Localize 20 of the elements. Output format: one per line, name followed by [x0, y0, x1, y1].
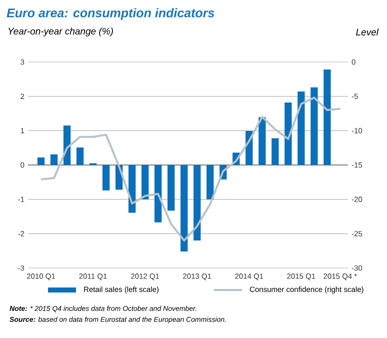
bar	[102, 165, 110, 190]
bar	[168, 165, 175, 211]
bar	[324, 70, 331, 165]
bar	[206, 165, 214, 200]
y-axis-title: Year-on-year change (%)	[8, 28, 113, 36]
bar	[154, 165, 162, 222]
line-series	[40, 96, 342, 242]
bar	[258, 117, 266, 165]
bar	[284, 102, 292, 165]
bar	[37, 157, 45, 165]
chart-title: Euro area: consumption indicators	[6, 8, 214, 20]
bar	[180, 165, 188, 252]
bar	[272, 138, 279, 165]
bar	[50, 154, 58, 165]
bar	[298, 92, 305, 165]
bar	[310, 87, 318, 165]
bar	[76, 147, 84, 165]
bar	[142, 165, 149, 200]
y2-axis-title: Level	[356, 28, 379, 36]
bar	[194, 165, 201, 241]
